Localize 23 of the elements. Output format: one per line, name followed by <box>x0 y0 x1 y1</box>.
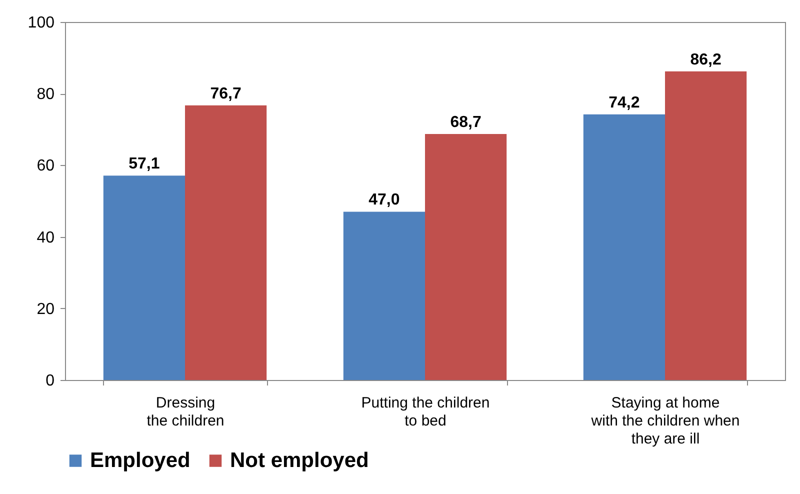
y-tick-label: 60 <box>36 158 55 175</box>
bar <box>103 176 185 380</box>
y-tick-label: 40 <box>36 229 55 246</box>
y-tick-label: 0 <box>46 372 55 390</box>
data-label: 68,7 <box>450 114 482 132</box>
x-tick-label: Dressing the children <box>146 394 224 430</box>
legend-label: Not employed <box>230 448 369 472</box>
data-label: 86,2 <box>690 51 722 68</box>
bar <box>665 71 747 380</box>
y-tick-label: 20 <box>36 300 55 318</box>
data-label: 74,2 <box>608 94 640 112</box>
data-label: 47,0 <box>368 192 400 209</box>
x-tick-label: Staying at home with the children when they are ill <box>590 394 740 448</box>
data-label: 76,7 <box>210 85 242 102</box>
y-tick-label: 80 <box>36 86 55 104</box>
y-tick-label: 100 <box>28 14 55 32</box>
bar <box>425 134 507 380</box>
bar <box>343 212 425 380</box>
data-label: 57,1 <box>128 156 160 173</box>
bar <box>583 114 665 380</box>
legend-label: Employed <box>90 448 190 472</box>
x-tick-label: Putting the children to bed <box>361 394 490 430</box>
bar <box>185 105 267 380</box>
